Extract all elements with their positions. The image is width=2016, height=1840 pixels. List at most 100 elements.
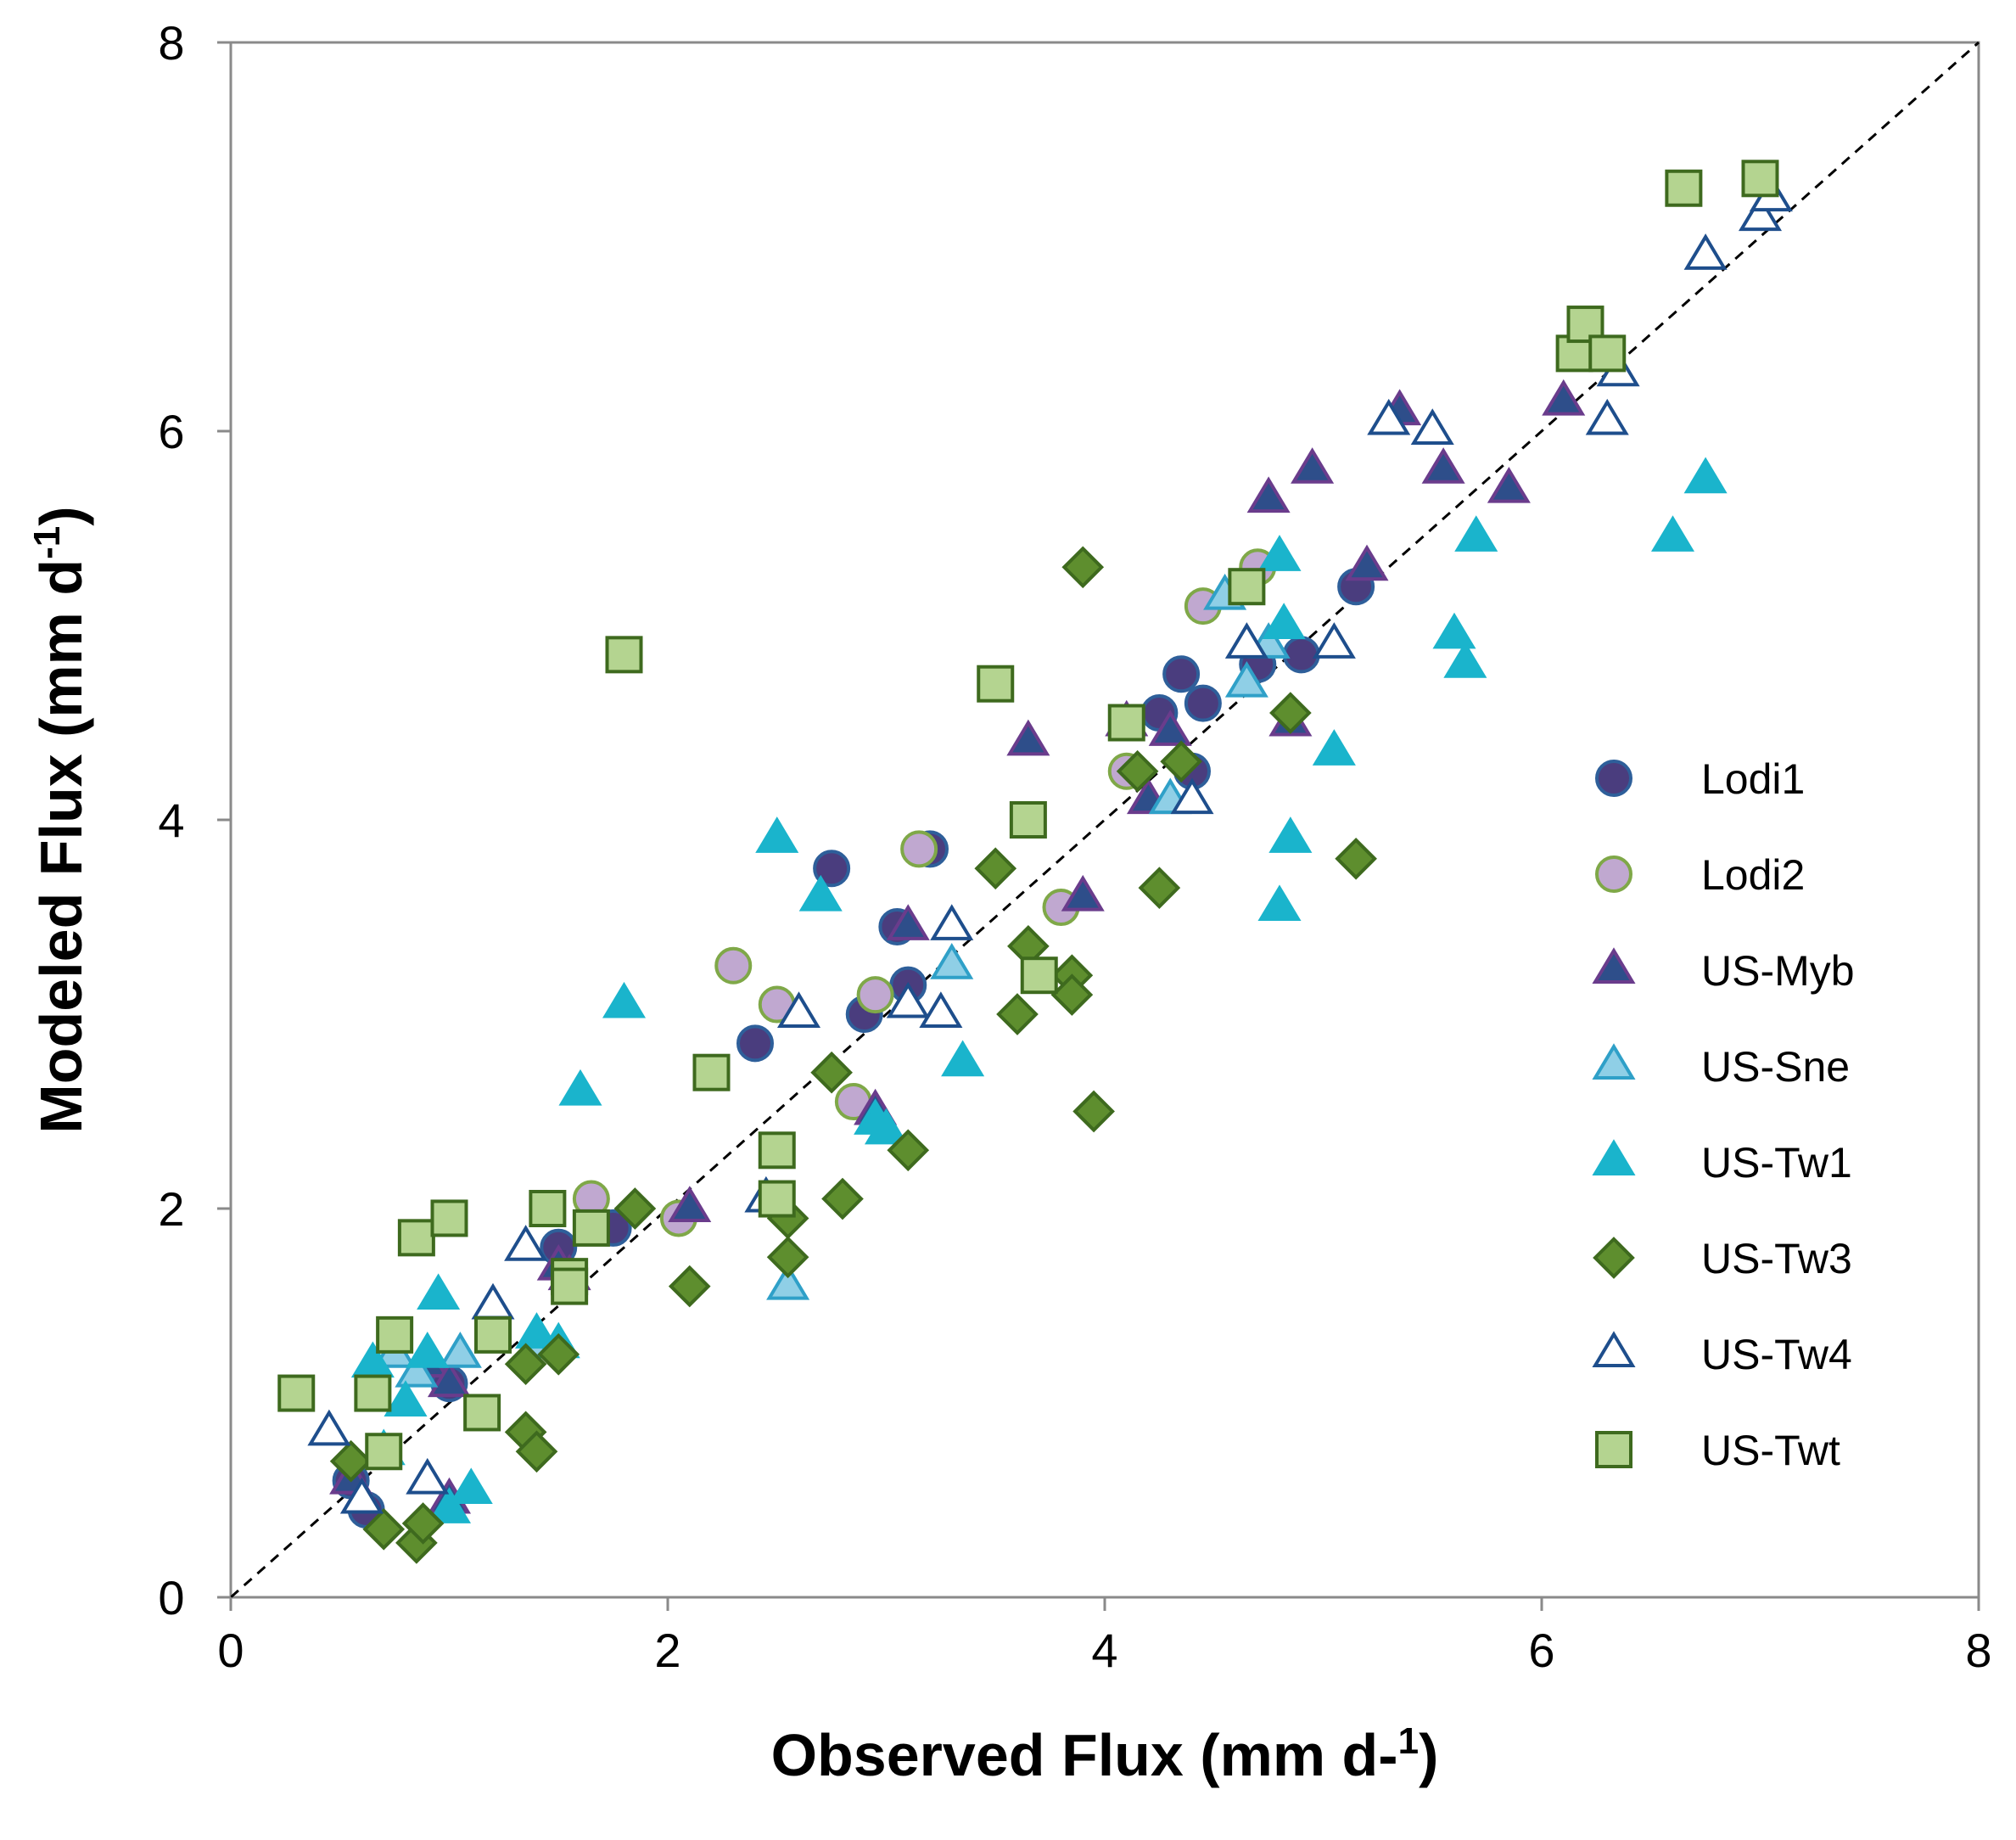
data-point	[1262, 603, 1306, 639]
data-point	[1184, 684, 1222, 722]
legend-item: US-Tw4	[1592, 1331, 1852, 1378]
data-point	[810, 1051, 853, 1094]
x-tick-label: 6	[1528, 1624, 1554, 1677]
legend-marker	[1593, 1237, 1635, 1279]
legend-label: US-Sne	[1701, 1043, 1850, 1091]
data-point	[1061, 874, 1105, 912]
data-point	[1170, 777, 1214, 815]
legend-label: US-Tw4	[1701, 1331, 1852, 1378]
data-point	[1588, 334, 1627, 373]
y-tick-label: 8	[158, 16, 184, 70]
data-point	[1268, 816, 1313, 853]
data-point	[1269, 692, 1312, 734]
data-point	[886, 904, 930, 940]
data-point	[1738, 194, 1783, 232]
data-point	[758, 1131, 796, 1170]
data-point	[1542, 379, 1586, 416]
data-point	[856, 976, 894, 1014]
data-point	[1432, 612, 1476, 649]
data-point	[736, 1024, 774, 1063]
data-point	[427, 1487, 472, 1523]
x-tick-label: 0	[217, 1624, 244, 1677]
y-axis-title-main: Modeled Flux (mm d	[28, 559, 94, 1134]
data-point	[1585, 398, 1629, 435]
data-point	[930, 943, 974, 979]
data-point	[430, 1199, 468, 1237]
data-point	[1061, 546, 1105, 589]
data-point	[1282, 636, 1320, 674]
data-point	[1335, 837, 1377, 880]
data-point	[1228, 568, 1266, 606]
data-point	[362, 1508, 406, 1551]
data-point	[365, 1433, 403, 1471]
data-point	[449, 1467, 493, 1505]
data-point	[930, 904, 974, 940]
data-point	[427, 1360, 472, 1398]
legend-marker	[1592, 1331, 1636, 1367]
data-point	[1345, 544, 1389, 581]
data-point	[354, 1374, 392, 1412]
data-point	[1107, 704, 1145, 742]
data-point	[515, 1430, 558, 1473]
data-point	[339, 1477, 384, 1514]
data-point	[463, 1394, 501, 1432]
data-point	[397, 1219, 435, 1257]
data-point	[1421, 447, 1465, 484]
legend-marker	[1592, 947, 1636, 984]
data-point	[277, 1374, 316, 1412]
data-point	[504, 1225, 548, 1261]
data-point	[1148, 710, 1192, 746]
x-axis-title-close: )	[1419, 1722, 1438, 1788]
x-tick-label: 4	[1091, 1624, 1117, 1677]
data-point	[1312, 622, 1356, 659]
data-point	[996, 993, 1039, 1035]
data-point	[900, 830, 938, 868]
data-point	[329, 1439, 372, 1483]
y-tick-label: 4	[158, 794, 184, 847]
legend-item: US-Tw1	[1592, 1139, 1852, 1186]
data-point	[758, 1180, 796, 1218]
data-point	[1050, 973, 1094, 1016]
data-point	[919, 991, 963, 1028]
legend-label: US-Tw1	[1701, 1139, 1852, 1186]
data-point	[668, 1265, 711, 1308]
series-us-tw3	[329, 546, 1377, 1564]
data-point	[602, 981, 647, 1018]
data-point	[406, 1332, 450, 1368]
data-point	[1020, 956, 1058, 995]
legend-item: US-Twt	[1595, 1427, 1840, 1474]
y-axis-title-close: )	[28, 506, 94, 525]
data-point	[864, 1108, 909, 1145]
data-point	[504, 1343, 547, 1386]
legend-item: US-Sne	[1592, 1043, 1850, 1091]
data-point	[1009, 801, 1047, 839]
data-point	[1665, 169, 1703, 207]
y-axis-title: Modeled Flux (mm d-1)	[26, 506, 94, 1133]
data-point	[798, 874, 843, 912]
data-point	[514, 1312, 559, 1349]
y-tick-label: 2	[158, 1182, 184, 1236]
data-point	[776, 991, 821, 1028]
data-point	[605, 636, 643, 674]
data-point	[821, 1177, 864, 1220]
legend: Lodi1 Lodi2 US-Myb US-Sne US-Tw1 US-Tw3 US-Tw4…	[1592, 755, 1855, 1474]
data-point	[1257, 535, 1302, 571]
data-point	[1116, 749, 1159, 793]
data-point	[395, 1350, 439, 1388]
legend-item: Lodi2	[1595, 851, 1805, 899]
data-point	[1257, 884, 1302, 922]
data-point	[1246, 476, 1291, 513]
data-point	[974, 847, 1017, 890]
x-tick-label: 2	[654, 1624, 680, 1677]
data-point	[1367, 398, 1411, 435]
data-point	[813, 850, 851, 888]
data-point	[977, 665, 1015, 703]
legend-label: Lodi1	[1701, 755, 1805, 803]
legend-item: Lodi1	[1595, 755, 1805, 803]
legend-item: US-Myb	[1592, 947, 1855, 995]
data-point	[1224, 622, 1268, 659]
legend-label: US-Twt	[1701, 1427, 1840, 1474]
legend-label: US-Myb	[1701, 947, 1855, 995]
